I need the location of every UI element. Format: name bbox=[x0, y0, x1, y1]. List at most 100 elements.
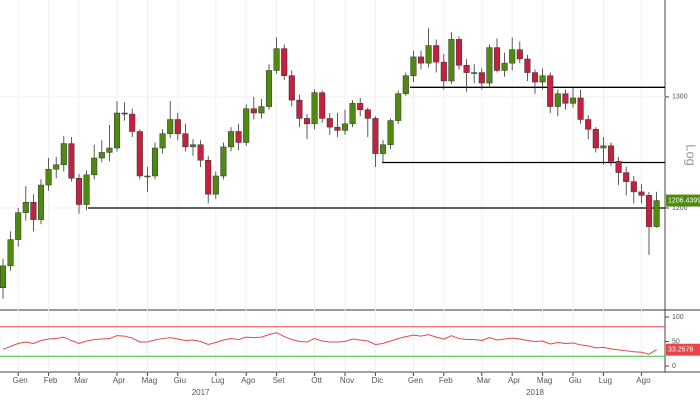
y-tick-label: 0 bbox=[672, 363, 676, 370]
y-tick-label: 1300 bbox=[672, 94, 688, 101]
x-tick-label: Dic bbox=[372, 376, 384, 385]
candle-body bbox=[493, 47, 501, 71]
candle-body bbox=[205, 159, 212, 195]
candle-body bbox=[638, 191, 645, 196]
candle-body bbox=[486, 47, 493, 84]
candle-body bbox=[524, 58, 531, 73]
candle-body bbox=[410, 56, 417, 76]
candle-body bbox=[60, 143, 67, 165]
candle-body bbox=[357, 103, 364, 111]
candle-body bbox=[433, 45, 440, 63]
candle-body bbox=[448, 39, 455, 82]
y-tick-label: 50 bbox=[672, 338, 680, 345]
candle-body bbox=[379, 144, 387, 154]
candle-body bbox=[144, 175, 151, 178]
x-tick-label: Apr bbox=[508, 376, 521, 385]
candle-body bbox=[30, 201, 37, 220]
candle-body bbox=[45, 168, 52, 186]
candle-body bbox=[129, 113, 136, 132]
candle-body bbox=[395, 93, 402, 121]
x-tick-label: Gen bbox=[408, 376, 423, 385]
last-value-label: 33.2676 bbox=[668, 347, 693, 354]
candle-body bbox=[311, 92, 318, 125]
candle-body bbox=[417, 56, 425, 64]
x-tick-label: Giu bbox=[174, 376, 186, 385]
x-tick-label: Giu bbox=[569, 376, 581, 385]
candle-body bbox=[296, 99, 303, 119]
candle-body bbox=[645, 195, 653, 227]
candle-body bbox=[402, 75, 409, 94]
y-tick-label: 1200 bbox=[672, 205, 688, 212]
candle-body bbox=[547, 75, 554, 107]
candle-body bbox=[600, 145, 607, 149]
candle-body bbox=[121, 112, 128, 115]
candle-body bbox=[0, 265, 7, 288]
candle-body bbox=[174, 119, 181, 134]
candle-body bbox=[585, 119, 592, 130]
candle-body bbox=[463, 64, 470, 73]
candle-body bbox=[22, 201, 29, 213]
y-tick-label: 100 bbox=[672, 314, 684, 321]
x-tick-label: Mar bbox=[74, 376, 88, 385]
candle-body bbox=[425, 45, 432, 64]
candle-body bbox=[136, 131, 143, 177]
candle-body bbox=[182, 133, 189, 148]
candle-body bbox=[592, 129, 599, 149]
candle-body bbox=[577, 97, 584, 120]
candle-body bbox=[151, 147, 159, 177]
candle-body bbox=[83, 174, 90, 205]
candle-body bbox=[630, 181, 637, 193]
last-price-tag bbox=[666, 194, 700, 207]
last-value-tag bbox=[666, 343, 700, 356]
candle-body bbox=[334, 126, 341, 131]
candle-body bbox=[531, 72, 539, 83]
candle-body bbox=[220, 146, 227, 177]
candle-body bbox=[250, 108, 257, 114]
indicator-line bbox=[2, 332, 657, 355]
candle-body bbox=[471, 72, 478, 74]
candle-body bbox=[7, 239, 14, 267]
candle-body bbox=[501, 62, 508, 71]
candle-body bbox=[387, 120, 394, 145]
candle-body bbox=[258, 106, 265, 114]
candle-body bbox=[265, 70, 273, 107]
x-tick-label: Ago bbox=[241, 376, 256, 385]
candle-body bbox=[197, 144, 204, 161]
candle-body bbox=[615, 161, 622, 173]
candle-body bbox=[562, 93, 569, 104]
x-tick-label: Apr bbox=[113, 376, 126, 385]
scale-label: Log bbox=[684, 144, 699, 166]
candle-body bbox=[113, 112, 121, 149]
candle-body bbox=[106, 147, 113, 153]
x-tick-label: Ago bbox=[636, 376, 651, 385]
candle-body bbox=[623, 172, 630, 182]
candle-body bbox=[53, 164, 60, 170]
candle-body bbox=[75, 177, 83, 205]
candle-body bbox=[212, 175, 219, 195]
x-tick-label: Feb bbox=[439, 376, 453, 385]
candle-body bbox=[516, 49, 523, 60]
candle-body bbox=[303, 118, 311, 125]
candle-body bbox=[273, 48, 280, 71]
candle-body bbox=[364, 109, 371, 119]
candle-body bbox=[227, 131, 235, 148]
candle-body bbox=[539, 75, 546, 83]
x-tick-label: Lug bbox=[211, 376, 224, 385]
x-tick-label: Mag bbox=[537, 376, 553, 385]
candle-body bbox=[167, 119, 174, 134]
candle-body bbox=[235, 131, 242, 143]
candle-body bbox=[372, 118, 379, 154]
candle-body bbox=[569, 97, 577, 104]
candle-body bbox=[243, 108, 250, 143]
x-tick-label: Lug bbox=[599, 376, 612, 385]
candle-body bbox=[15, 212, 22, 240]
candle-body bbox=[189, 144, 197, 148]
x-tick-label: Feb bbox=[44, 376, 58, 385]
candle-body bbox=[509, 49, 516, 64]
candle-body bbox=[288, 75, 295, 101]
candle-body bbox=[319, 92, 326, 119]
x-tick-label: Set bbox=[273, 376, 286, 385]
x-tick-label: Gen bbox=[13, 376, 28, 385]
candle-body bbox=[478, 72, 485, 84]
